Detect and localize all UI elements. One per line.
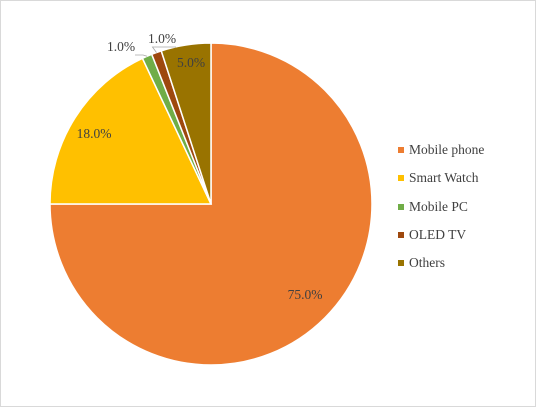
legend-label: Mobile phone — [409, 142, 485, 158]
legend-label: Mobile PC — [409, 198, 468, 214]
legend-swatch — [398, 231, 404, 238]
legend-item-others: Others — [398, 249, 528, 277]
data-labels: 75.0%18.0%1.0%1.0%5.0% — [77, 31, 323, 302]
legend-label: OLED TV — [409, 226, 467, 242]
legend-item-oled-tv: OLED TV — [398, 221, 528, 249]
data-label-smart-watch: 18.0% — [77, 126, 112, 141]
legend-swatch — [398, 175, 404, 182]
leader-lines — [135, 46, 176, 57]
legend-swatch — [398, 203, 404, 210]
pie-slices — [49, 42, 373, 366]
pie-slice-others — [160, 42, 212, 205]
legend-item-smart-watch: Smart Watch — [398, 164, 528, 192]
legend-swatch — [398, 147, 404, 154]
legend: Mobile phone Smart Watch Mobile PC OLED … — [398, 136, 528, 277]
data-label-oled-tv: 1.0% — [148, 31, 176, 46]
data-label-mobile-phone: 75.0% — [288, 287, 323, 302]
data-label-mobile-pc: 1.0% — [107, 39, 135, 54]
data-label-others: 5.0% — [177, 55, 205, 70]
legend-label: Others — [409, 255, 445, 271]
legend-item-mobile-pc: Mobile PC — [398, 193, 528, 221]
legend-swatch — [398, 260, 404, 267]
pie-slice-smart-watch — [49, 57, 213, 205]
leader-line-oled-tv — [151, 46, 176, 53]
legend-item-mobile-phone: Mobile phone — [398, 136, 528, 164]
leader-line-mobile-pc — [135, 54, 148, 57]
legend-label: Smart Watch — [409, 170, 479, 186]
